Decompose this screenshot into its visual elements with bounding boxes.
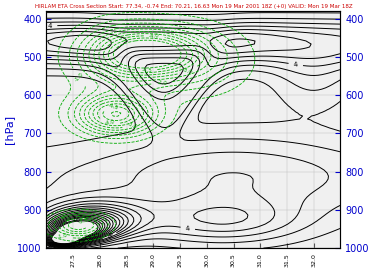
Text: 8: 8 — [107, 233, 113, 240]
Text: 4: 4 — [185, 225, 190, 231]
Text: -1.0: -1.0 — [74, 71, 85, 83]
Text: -3.0: -3.0 — [127, 121, 138, 129]
Text: 4: 4 — [47, 244, 53, 251]
Text: -3.0: -3.0 — [182, 67, 194, 75]
Title: HIRLAM ETA Cross Section Start: 77.34, -0.74 End: 70.21, 16.63 Mon 19 Mar 2001 1: HIRLAM ETA Cross Section Start: 77.34, -… — [34, 4, 352, 9]
Text: -4.0: -4.0 — [104, 119, 115, 126]
Text: -4.0: -4.0 — [149, 33, 160, 39]
Text: -1.0: -1.0 — [57, 232, 68, 240]
Text: -2.0: -2.0 — [59, 215, 71, 223]
Text: 16: 16 — [71, 216, 81, 223]
Text: -4.5: -4.5 — [107, 103, 119, 111]
Text: -2.0: -2.0 — [156, 80, 167, 86]
Y-axis label: [hPa]: [hPa] — [4, 115, 14, 144]
Text: 4: 4 — [48, 23, 52, 29]
Text: 12: 12 — [75, 239, 85, 247]
Text: -3.0: -3.0 — [78, 217, 89, 225]
Text: 4: 4 — [293, 61, 298, 68]
Text: -4.5: -4.5 — [141, 68, 152, 73]
